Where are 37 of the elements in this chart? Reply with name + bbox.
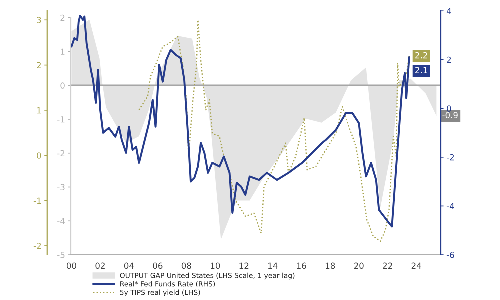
x-tick-label: 24 <box>412 262 422 269</box>
line-series <box>138 20 410 242</box>
y-tick-label: -4 <box>58 218 65 224</box>
y2-tick-label: 4 <box>446 8 452 14</box>
y-tick-label: 0 <box>60 82 65 89</box>
x-tick-label: 06 <box>153 262 163 270</box>
x-tick-label: 04 <box>124 262 134 270</box>
y2-tick-label: -2 <box>446 154 454 161</box>
y2-tick-label: -6 <box>446 252 454 258</box>
x-tick-label: 00 <box>66 262 76 270</box>
x-tick-label: 08 <box>182 262 192 270</box>
y-tick-label: -1 <box>58 116 65 123</box>
x-tick-label: 16 <box>297 262 306 270</box>
y-tick-label: 2 <box>60 14 65 22</box>
y2-tick-label: 2 <box>447 56 452 64</box>
y3-tick-label: 0 <box>37 152 42 159</box>
data-label: -0.9 <box>442 112 458 119</box>
y-tick-label: -2 <box>58 150 65 157</box>
data-label: 2.1 <box>416 67 428 74</box>
data-label: 2.2 <box>416 52 428 59</box>
y3-tick-label: 3 <box>37 17 42 24</box>
x-tick-label: 18 <box>326 262 336 270</box>
y-tick-label: -3 <box>58 184 65 191</box>
y3-tick-label: 2 <box>37 62 41 68</box>
x-tick-label: 12 <box>240 262 249 269</box>
y3-tick-label: -1 <box>34 198 42 204</box>
x-tick-label: 02 <box>96 262 105 270</box>
y-tick-label: 1 <box>61 48 65 55</box>
y3-tick-label: 1 <box>37 108 42 114</box>
y-tick-label: -5 <box>58 252 65 258</box>
x-tick-label: 10 <box>211 262 220 270</box>
y3-tick-label: -2 <box>34 242 41 250</box>
x-tick-label: 20 <box>354 262 364 270</box>
x-tick-label: 22 <box>383 262 392 269</box>
y2-tick-label: 0 <box>447 106 452 112</box>
x-tick-label: 14 <box>268 262 278 269</box>
y2-tick-label: -4 <box>446 203 454 210</box>
